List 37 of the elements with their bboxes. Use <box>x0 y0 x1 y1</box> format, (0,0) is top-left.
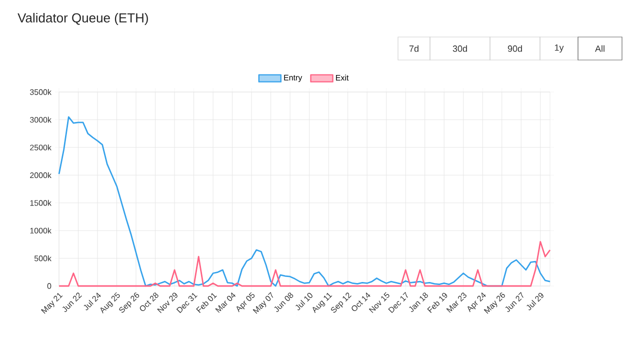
x-tick-label: May 21 <box>40 293 63 314</box>
y-tick-label: 1500k <box>30 200 52 206</box>
y-tick-label: 2500k <box>30 144 52 150</box>
y-tick-label: 3500k <box>30 89 52 95</box>
x-tick-label: Mar 23 <box>446 292 466 313</box>
legend-label: Exit <box>336 74 349 81</box>
x-tick-label: Mar 04 <box>215 292 236 313</box>
x-tick-label: Aug 25 <box>100 292 120 314</box>
x-tick-label: Dec 31 <box>176 293 198 314</box>
x-tick-label: Oct 14 <box>352 292 370 312</box>
x-tick-label: Feb 01 <box>196 293 217 313</box>
y-tick-label: 500k <box>34 255 52 262</box>
text: 1y <box>554 44 564 53</box>
x-tick-label: Jun 08 <box>274 292 294 312</box>
x-tick-label: Jun 27 <box>505 292 524 312</box>
x-tick-label: Sep 12 <box>330 292 352 313</box>
text: 30d <box>452 45 467 52</box>
text: 7d <box>409 45 418 52</box>
x-tick-label: Dec 17 <box>388 292 408 314</box>
chart-title: Validator Queue (ETH) <box>18 12 148 26</box>
x-tick-label: Sep 26 <box>119 292 140 313</box>
x-tick-label: Jan 18 <box>409 292 428 312</box>
x-tick-label: Feb 19 <box>427 292 448 313</box>
y-tick-label: 0 <box>47 283 52 289</box>
x-tick-label: Aug 11 <box>312 292 332 314</box>
y-tick-label: 1000k <box>30 228 52 234</box>
x-tick-label: Jul 29 <box>526 292 544 310</box>
text: 90d <box>508 45 522 52</box>
x-tick-label: Jun 22 <box>62 292 82 312</box>
x-tick-label: Oct 28 <box>140 292 158 312</box>
y-tick-label: 3000k <box>30 116 52 123</box>
x-tick-label: Jul 10 <box>296 292 312 310</box>
text: All <box>595 45 604 52</box>
x-tick-label: Nov 29 <box>157 292 178 314</box>
legend-label: Entry <box>284 74 302 82</box>
y-tick-label: 2000k <box>30 172 52 178</box>
x-tick-label: Jul 24 <box>84 292 101 310</box>
